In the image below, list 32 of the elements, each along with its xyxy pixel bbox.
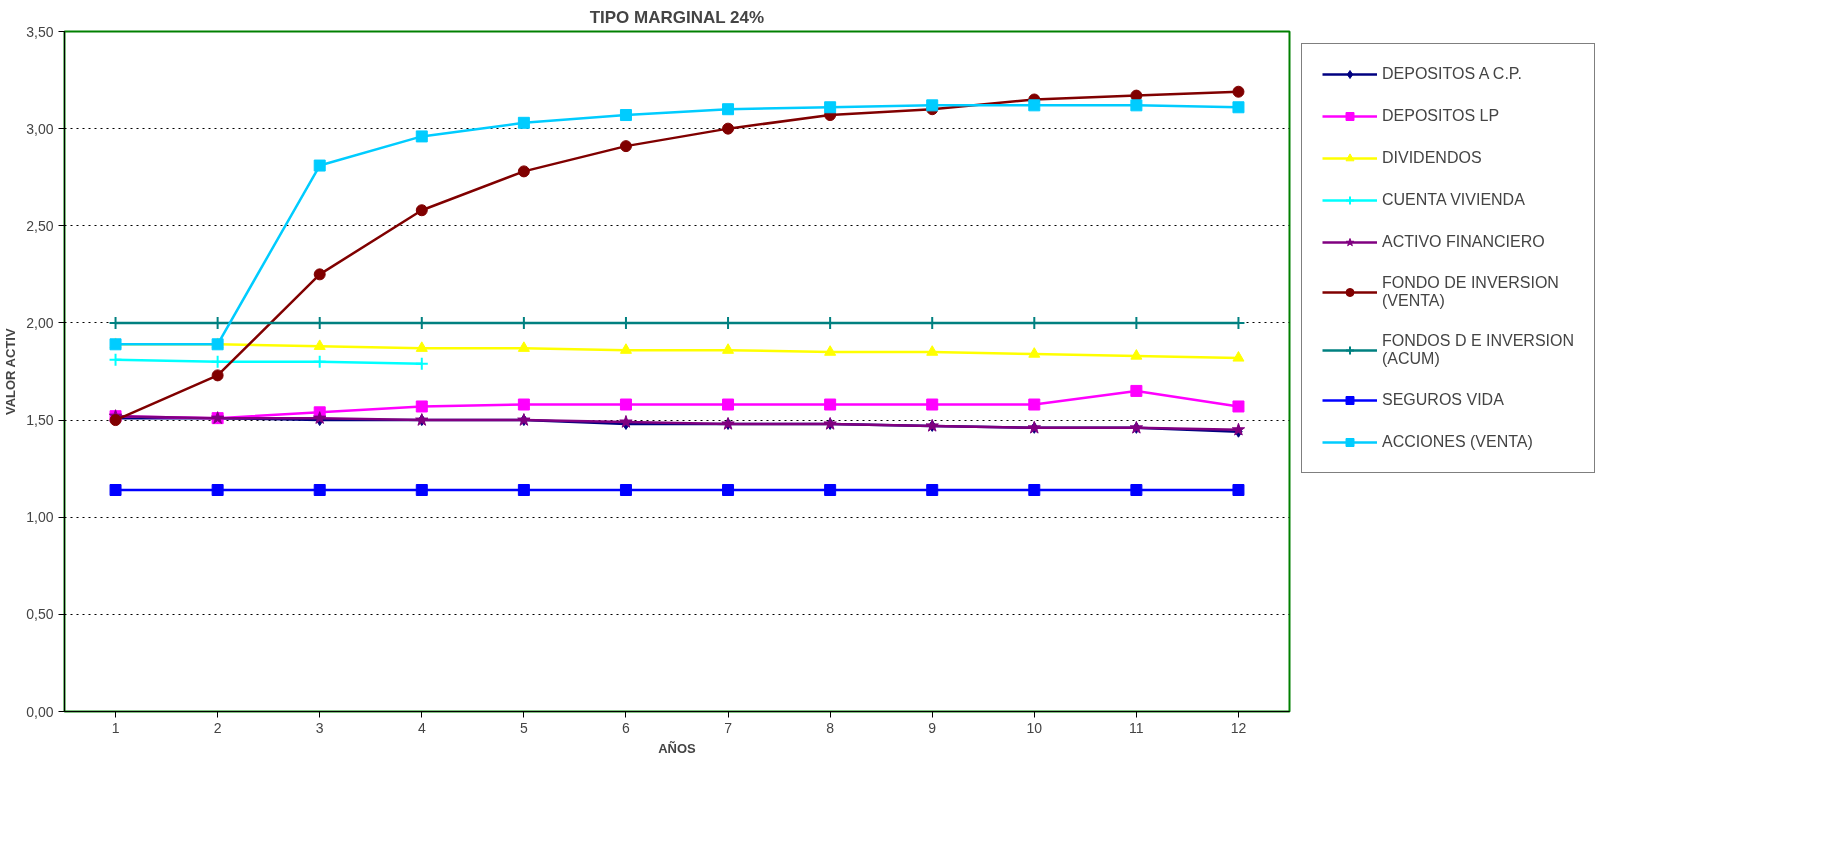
y-tick-label: 0,00: [26, 703, 54, 720]
x-tick-label: 5: [519, 719, 528, 736]
x-tick-label: 6: [622, 719, 631, 736]
x-tick-label: 7: [724, 719, 733, 736]
x-tick-label: 3: [315, 719, 324, 736]
y-tick-label: 2,50: [26, 217, 54, 234]
legend-label: ACCIONES (VENTA): [1382, 433, 1533, 451]
legend-label: CUENTA VIVIENDA: [1382, 191, 1525, 209]
legend-label: DEPOSITOS LP: [1382, 107, 1500, 125]
y-tick-label: 3,50: [26, 23, 54, 40]
x-tick-label: 12: [1230, 719, 1247, 736]
y-tick-label: 2,00: [26, 314, 54, 331]
x-tick-label: 9: [928, 719, 937, 736]
x-tick-label: 1: [111, 719, 120, 736]
legend-label: FONDO DE INVERSION (VENTA): [1382, 274, 1559, 310]
legend-label: DIVIDENDOS: [1382, 149, 1482, 167]
legend-label: DEPOSITOS A C.P.: [1382, 65, 1522, 83]
legend-label: SEGUROS VIDA: [1382, 391, 1504, 409]
y-axis-title: VALOR ACTIV: [3, 328, 19, 416]
x-tick-label: 11: [1129, 719, 1144, 736]
x-tick-label: 2: [213, 719, 222, 736]
y-tick-label: 3,00: [26, 120, 54, 137]
x-tick-label: 8: [826, 719, 835, 736]
x-tick-label: 10: [1026, 719, 1043, 736]
y-tick-label: 0,50: [26, 606, 54, 623]
y-tick-label: 1,50: [26, 412, 54, 429]
x-axis-title: AÑOS: [658, 740, 697, 756]
legend-label: FONDOS D E INVERSION (ACUM): [1382, 332, 1575, 368]
chart-title: TIPO MARGINAL 24%: [589, 7, 765, 27]
legend-label: ACTIVO FINANCIERO: [1382, 233, 1545, 251]
y-tick-label: 1,00: [26, 509, 54, 526]
x-tick-label: 4: [417, 719, 426, 736]
